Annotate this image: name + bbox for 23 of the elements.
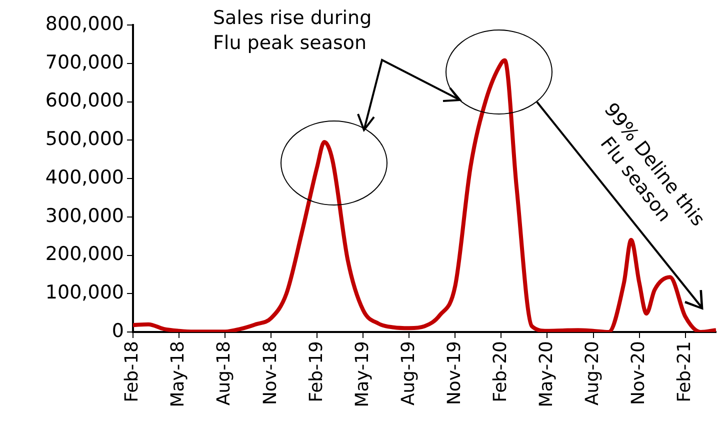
y-tick-label: 200,000 <box>45 243 124 266</box>
x-tick-label: Nov-19 <box>444 341 465 406</box>
y-tick-label: 0 <box>112 320 124 342</box>
annotation: Sales rise during Flu peak season <box>213 6 373 56</box>
x-tick-label: Aug-20 <box>582 341 603 406</box>
x-tick-label: Aug-19 <box>398 341 419 406</box>
x-tick-label: Aug-18 <box>214 341 235 406</box>
y-tick-label: 700,000 <box>45 51 124 74</box>
x-tick-label: May-20 <box>536 341 557 408</box>
y-tick-label: 800,000 <box>45 12 124 35</box>
x-tick-label: Feb-19 <box>306 341 327 402</box>
x-tick-label: Nov-18 <box>260 341 281 406</box>
x-tick-label: Nov-20 <box>628 341 649 406</box>
x-tick-label: Feb-21 <box>674 341 695 402</box>
x-tick-label: Feb-18 <box>122 341 143 402</box>
y-tick-label: 500,000 <box>45 128 124 150</box>
y-tick-label: 400,000 <box>45 166 124 188</box>
x-tick-label: Feb-20 <box>490 341 511 402</box>
y-tick-label: 300,000 <box>45 204 124 227</box>
y-tick-label: 100,000 <box>45 282 124 304</box>
x-tick-label: May-18 <box>168 341 189 408</box>
x-tick-label: May-19 <box>352 341 373 408</box>
y-tick-label: 600,000 <box>45 90 124 112</box>
